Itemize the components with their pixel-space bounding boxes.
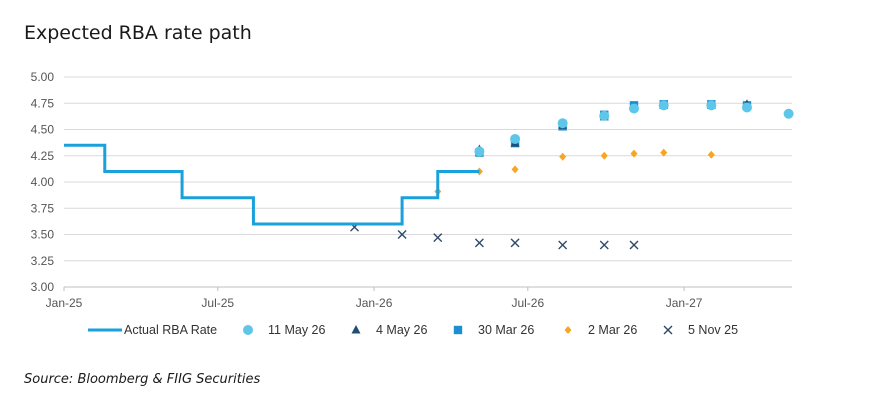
x-marker-stroke [397, 230, 407, 239]
point-11-may-26 [658, 100, 669, 111]
legend: Actual RBA Rate 11 May 26 4 May 26 30 Mar 2… [88, 323, 738, 337]
legend-swatch [564, 326, 572, 334]
x-marker-stroke [599, 240, 609, 250]
y-tick-label: 3.50 [31, 228, 55, 242]
x-marker-stroke [558, 240, 568, 250]
point-11-may-26 [628, 103, 639, 114]
chart-svg: 5.00 4.75 4.50 4.25 4.00 3.75 3.50 3.25 3.00 Jan… [31, 70, 794, 337]
x-tick-label: Jan-26 [356, 296, 393, 310]
legend-swatch [351, 325, 361, 334]
x-marker-stroke [663, 325, 673, 335]
point-2-mar-26 [630, 149, 638, 158]
point-2-mar-26 [559, 152, 567, 161]
legend-label: Actual RBA Rate [124, 323, 217, 337]
point-5-nov-25 [599, 240, 609, 250]
y-tick-label: 4.50 [31, 123, 55, 137]
legend-item-2-mar-26: 2 Mar 26 [564, 323, 637, 337]
point-11-may-26 [510, 133, 521, 144]
point-2-mar-26 [660, 148, 668, 157]
y-tick-label: 4.00 [31, 175, 55, 189]
point-2-mar-26 [511, 165, 519, 174]
point-5-nov-25 [397, 230, 407, 239]
y-tick-label: 4.75 [31, 96, 55, 110]
grid-layer [64, 76, 792, 288]
legend-label: 5 Nov 25 [688, 323, 738, 337]
point-5-nov-25 [510, 238, 520, 248]
legend-item-actual-rba-rate: Actual RBA Rate [88, 323, 217, 337]
point-2-mar-26 [600, 151, 608, 160]
legend-label: 4 May 26 [376, 323, 427, 337]
point-5-nov-25 [629, 240, 639, 250]
legend-label: 11 May 26 [268, 323, 325, 337]
x-marker-stroke [629, 240, 639, 250]
legend-swatch [243, 325, 253, 335]
legend-swatch [453, 325, 463, 335]
series-line-actual-rba-rate [64, 143, 480, 226]
legend-item-4-may-26: 4 May 26 [351, 323, 427, 337]
chart-title: Expected RBA rate path [24, 22, 252, 44]
legend-label: 2 Mar 26 [588, 323, 637, 337]
point-11-may-26 [741, 102, 752, 113]
x-marker-stroke [474, 238, 484, 248]
legend-item-30-mar-26: 30 Mar 26 [453, 323, 534, 337]
x-marker-stroke [433, 233, 443, 243]
point-11-may-26 [557, 118, 568, 129]
point-11-may-26 [474, 146, 485, 157]
x-axis-ticks: Jan-25 Jul-25 Jan-26 Jul-26 Jan-27 [46, 287, 703, 310]
point-11-may-26 [599, 110, 610, 121]
point-5-nov-25 [433, 233, 443, 243]
x-tick-label: Jan-25 [46, 296, 83, 310]
point-11-may-26 [706, 100, 717, 111]
legend-item-11-may-26: 11 May 26 [243, 323, 325, 337]
y-tick-label: 3.00 [31, 280, 55, 294]
y-tick-label: 5.00 [31, 70, 55, 84]
x-marker-stroke [510, 238, 520, 248]
point-2-mar-26 [707, 150, 715, 159]
legend-label: 30 Mar 26 [478, 323, 534, 337]
legend-swatch [663, 325, 673, 335]
source-note: Source: Bloomberg & FIIG Securities [24, 372, 261, 387]
point-5-nov-25 [474, 238, 484, 248]
legend-item-5-nov-25: 5 Nov 25 [663, 323, 738, 337]
x-tick-label: Jul-25 [201, 296, 234, 310]
x-tick-label: Jan-27 [666, 296, 703, 310]
y-tick-label: 3.75 [31, 201, 55, 215]
x-tick-label: Jul-26 [511, 296, 544, 310]
series-layer [64, 99, 794, 250]
y-tick-label: 3.25 [31, 254, 55, 268]
point-11-may-26 [783, 108, 794, 119]
point-5-nov-25 [558, 240, 568, 250]
y-tick-label: 4.25 [31, 149, 55, 163]
y-axis-ticks: 5.00 4.75 4.50 4.25 4.00 3.75 3.50 3.25 3.00 [31, 70, 55, 294]
